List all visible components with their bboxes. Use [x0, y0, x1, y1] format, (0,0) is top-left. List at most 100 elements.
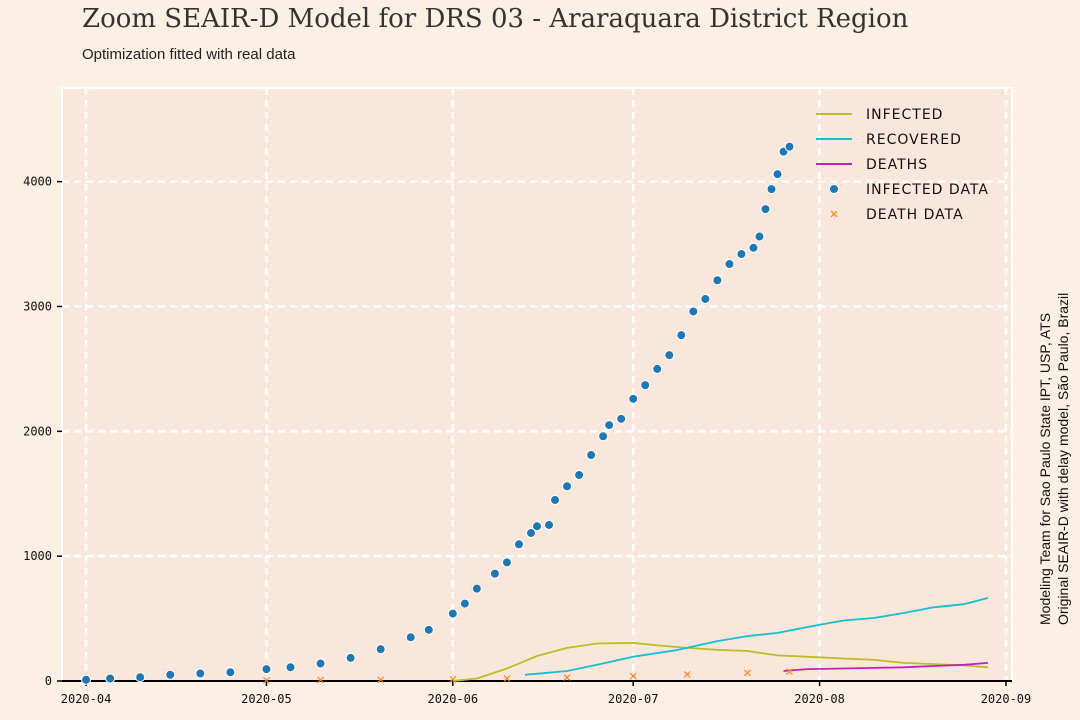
x-tick-label: 2020-05	[241, 692, 292, 706]
death-data-point	[744, 669, 751, 677]
infected-data-point	[766, 184, 777, 195]
infected-data-point	[471, 583, 482, 594]
infected-data-point	[544, 519, 555, 530]
recovered-line	[524, 597, 989, 676]
infected-data-point	[81, 674, 92, 685]
infected-data-point	[405, 632, 416, 643]
infected-data-point	[375, 644, 386, 655]
infected-data-point	[423, 624, 434, 635]
infected-data-point	[748, 242, 759, 253]
chart-title: Zoom SEAIR-D Model for DRS 03 - Araraqua…	[82, 4, 909, 34]
infected-data-point	[261, 664, 272, 675]
x-marker-stroke	[317, 676, 324, 684]
infected-data-point	[165, 669, 176, 680]
y-tick-label: 0	[45, 674, 52, 688]
infected-data-point	[574, 470, 585, 481]
infected-data-point	[604, 420, 615, 431]
legend-item: DEATHS	[816, 157, 928, 173]
infected-data-point	[754, 231, 765, 242]
legend-swatch-x	[830, 210, 838, 218]
x-marker-stroke	[786, 668, 793, 676]
infected-data-point	[664, 350, 675, 361]
infected-data-point	[652, 363, 663, 374]
legend-label: DEATH DATA	[866, 207, 964, 223]
death-data-point	[503, 675, 511, 682]
infected-data-point	[105, 673, 116, 684]
x-tick-label: 2020-04	[61, 692, 112, 706]
infected-data-point	[285, 662, 296, 673]
infected-data-point	[688, 306, 699, 317]
infected-data-point	[315, 658, 326, 669]
death-data-point	[263, 676, 270, 684]
y-tick-label: 4000	[23, 175, 52, 189]
legend-label: DEATHS	[866, 157, 928, 173]
infected-data-point	[700, 293, 711, 304]
infected-line	[452, 642, 988, 682]
infected-data-point	[772, 169, 783, 180]
infected-data-point	[501, 557, 512, 568]
attribution-note: Modeling Team for Sao Paulo State IPT, U…	[1036, 293, 1072, 625]
x-marker-stroke	[449, 675, 457, 683]
death-data-point	[629, 672, 637, 680]
x-marker-stroke	[563, 674, 571, 681]
x-tick-label: 2020-06	[428, 692, 479, 706]
legend-item: INFECTED DATA	[829, 182, 989, 198]
infected-data-point	[724, 259, 735, 270]
x-tick-label: 2020-09	[981, 692, 1032, 706]
infected-data-point	[628, 393, 639, 404]
infected-data-point	[532, 521, 542, 532]
infected-data-point	[586, 450, 597, 461]
x-marker-stroke	[263, 676, 270, 684]
infected-data-point	[562, 481, 573, 492]
legend-item: RECOVERED	[816, 132, 962, 148]
data-markers	[81, 141, 795, 685]
y-tick-label: 3000	[23, 299, 52, 313]
grid-lines	[62, 88, 1012, 681]
attribution-line-2: Original SEAIR-D with delay model, São P…	[1055, 292, 1071, 625]
attribution-line-1: Modeling Team for Sao Paulo State IPT, U…	[1037, 312, 1053, 625]
x-marker-stroke	[744, 669, 751, 677]
infected-data-point	[525, 528, 536, 539]
infected-data-point	[676, 330, 687, 341]
x-marker-stroke	[683, 671, 691, 678]
infected-data-point	[195, 668, 206, 679]
infected-data-point	[712, 275, 723, 286]
deaths-line	[783, 662, 988, 672]
legend: INFECTED RECOVERED DEATHS INFECTED DATA DEAT…	[816, 107, 989, 223]
plot-background	[61, 87, 1013, 682]
legend-item: DEATH DATA	[830, 207, 964, 223]
legend-swatch-circle	[829, 184, 839, 194]
x-tick-label: 2020-08	[794, 692, 845, 706]
infected-data-point	[760, 204, 771, 215]
infected-data-point	[598, 431, 609, 442]
infected-data-point	[489, 568, 500, 579]
x-marker-stroke	[629, 672, 637, 680]
x-marker-stroke	[377, 676, 385, 684]
death-data-point	[449, 675, 457, 683]
infected-data-point	[736, 249, 747, 260]
infected-data-point	[513, 539, 524, 550]
x-marker-stroke	[503, 675, 511, 682]
model-lines	[452, 597, 989, 682]
legend-label: INFECTED	[866, 107, 943, 123]
infected-data-point	[135, 672, 146, 683]
infected-data-point	[640, 380, 651, 391]
death-data-point	[377, 676, 385, 684]
death-data-point	[786, 668, 793, 676]
y-tick-label: 2000	[23, 424, 52, 438]
axes: 2020-04 2020-05 2020-06 2020-07 2020-08 2020-…	[23, 175, 1031, 706]
y-tick-label: 1000	[23, 549, 52, 563]
legend-item: INFECTED	[816, 107, 943, 123]
death-data-point	[563, 674, 571, 681]
infected-data-point	[616, 413, 627, 424]
death-data-point	[317, 676, 324, 684]
infected-data-point	[345, 652, 356, 663]
legend-label: RECOVERED	[866, 132, 962, 148]
death-data-point	[683, 671, 691, 678]
chart-subtitle: Optimization fitted with real data	[82, 46, 296, 63]
legend-label: INFECTED DATA	[866, 182, 989, 198]
infected-data-point	[447, 608, 458, 619]
infected-data-point	[225, 667, 236, 678]
infected-data-point	[784, 141, 795, 152]
